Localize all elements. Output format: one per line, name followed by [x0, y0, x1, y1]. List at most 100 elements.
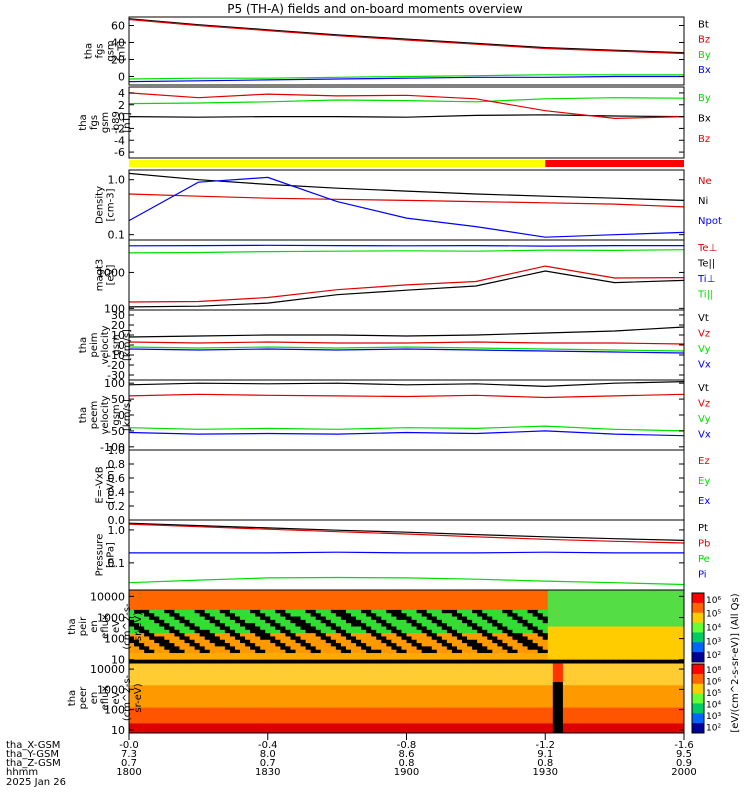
spectrogram-cell: [426, 717, 433, 721]
spectrogram-cell: [174, 599, 180, 604]
spectrogram-cell: [613, 720, 619, 724]
spectrogram-cell: [164, 659, 170, 664]
spectrogram-cell: [234, 704, 241, 709]
spectrogram-cell: [638, 717, 645, 721]
legend-entry: Vt: [698, 383, 709, 394]
spectrogram-cell: [214, 633, 221, 637]
spectrogram-cell: [174, 636, 180, 641]
spectrogram-cell: [260, 720, 266, 724]
spectrogram-cell: [376, 616, 382, 621]
spectrogram-cell: [300, 698, 307, 702]
spectrogram-cell: [663, 636, 670, 641]
spectrogram-cell: [567, 619, 574, 624]
spectrogram-cell: [537, 688, 544, 693]
spectrogram-cell: [623, 701, 629, 705]
spectrogram-cell: [381, 616, 387, 621]
spectrogram-cell: [371, 710, 377, 715]
spectrogram-cell: [295, 619, 302, 624]
spectrogram-cell: [234, 613, 241, 618]
spectrogram-cell: [456, 653, 463, 657]
spectrogram-cell: [285, 729, 291, 734]
spectrogram-cell: [224, 653, 231, 657]
spectrogram-cell: [663, 663, 670, 667]
spectrogram-cell: [139, 685, 145, 689]
spectrogram-cell: [300, 669, 307, 674]
spectrogram-cell: [426, 672, 433, 677]
spectrogram-cell: [386, 616, 392, 621]
spectrogram-cell: [250, 704, 256, 709]
spectrogram-cell: [512, 626, 518, 631]
spectrogram-cell: [351, 682, 357, 686]
spectrogram-cell: [628, 606, 635, 611]
legend-entry: Bt: [698, 20, 709, 31]
spectrogram-cell: [351, 603, 357, 608]
spectrogram-cell: [517, 639, 524, 644]
spectrogram-cell: [628, 619, 635, 624]
spectrogram-cell: [285, 636, 291, 641]
spectrogram-cell: [320, 701, 327, 705]
spectrogram-cell: [361, 629, 367, 634]
spectrogram-cell: [623, 633, 629, 637]
spectrogram-cell: [663, 685, 670, 689]
spectrogram-cell: [351, 599, 357, 604]
spectrogram-cell: [134, 720, 140, 724]
spectrogram-cell: [613, 710, 619, 715]
spectrogram-cell: [608, 590, 614, 594]
spectrogram-cell: [411, 619, 418, 624]
spectrogram-cell: [552, 590, 559, 594]
spectrogram-cell: [598, 666, 604, 670]
spectrogram-cell: [502, 629, 508, 634]
spectrogram-cell: [537, 685, 544, 689]
spectrogram-cell: [477, 606, 483, 611]
spectrogram-cell: [492, 613, 498, 618]
spectrogram-cell: [224, 669, 231, 674]
spectrogram-cell: [426, 646, 433, 651]
spectrogram-cell: [678, 596, 685, 601]
spectrogram-cell: [194, 656, 201, 661]
spectrogram-cell: [381, 603, 387, 608]
spectrogram-cell: [648, 707, 655, 712]
spectrogram-cell: [547, 626, 554, 631]
spectrogram-cell: [295, 633, 302, 637]
legend-entry: By: [698, 50, 711, 61]
spectrogram-cell: [396, 636, 402, 641]
spectrogram-cell: [144, 606, 150, 611]
spectrogram-cell: [562, 619, 569, 624]
spectrogram-cell: [477, 726, 483, 731]
spectrogram-cell: [436, 603, 443, 608]
spectrogram-cell: [159, 636, 165, 641]
spectrogram-cell: [345, 590, 352, 594]
spectrogram-cell: [542, 682, 549, 686]
spectrogram-cell: [678, 656, 685, 661]
spectrogram-cell: [335, 616, 342, 621]
spectrogram-cell: [335, 701, 342, 705]
spectrogram-cell: [371, 694, 377, 699]
spectrogram-cell: [295, 672, 302, 677]
spectrogram-cell: [441, 675, 448, 680]
spectrogram-cell: [431, 685, 438, 689]
spectrogram-cell: [335, 646, 342, 651]
spectrogram-cell: [381, 656, 387, 661]
y-axis-label: tha: [67, 618, 78, 634]
spectrogram-cell: [532, 639, 539, 644]
spectrogram-cell: [335, 606, 342, 611]
spectrogram-cell: [139, 723, 145, 728]
spectrogram-cell: [628, 636, 635, 641]
spectrogram-cell: [139, 704, 145, 709]
spectrogram-cell: [285, 656, 291, 661]
spectrogram-cell: [416, 613, 423, 618]
spectrogram-cell: [265, 656, 271, 661]
spectrogram-cell: [290, 713, 296, 718]
spectrogram-cell: [673, 629, 680, 634]
spectrogram-cell: [204, 649, 211, 654]
spectrogram-cell: [391, 623, 397, 627]
spectrogram-cell: [234, 694, 241, 699]
spectrogram-cell: [411, 669, 418, 674]
spectrogram-cell: [598, 707, 604, 712]
spectrogram-cell: [507, 685, 513, 689]
spectrogram-cell: [668, 663, 675, 667]
spectrogram-cell: [386, 609, 392, 614]
spectrogram-cell: [603, 707, 609, 712]
spectrogram-cell: [441, 726, 448, 731]
spectrogram-cell: [245, 707, 251, 712]
